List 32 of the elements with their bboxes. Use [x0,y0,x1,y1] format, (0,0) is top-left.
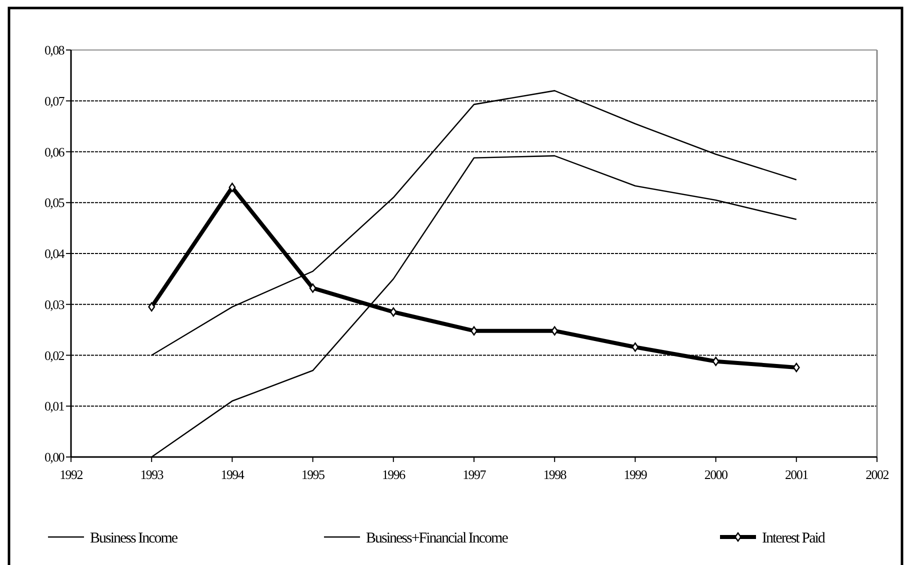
point [228,182,236,192]
point [390,307,397,317]
y-tick-label: 0,03 [44,296,64,312]
x-tick-label: 1998 [543,467,566,482]
point [792,362,800,372]
y-tick-label: 0,08 [44,42,64,58]
y-tick-label: 0,04 [44,246,66,262]
legend-label: Interest Paid [762,530,826,546]
y-tick-label: 0,06 [44,144,66,160]
y-tick-label: 0,07 [44,93,66,108]
x-tick-label: 2002 [866,467,889,482]
x-tick-label: 1996 [382,467,406,482]
point [632,342,639,352]
x-tick-label: 2000 [704,467,728,482]
y-tick-label: 0,05 [44,195,64,210]
x-tick-label: 1999 [624,467,647,482]
x-tick-label: 1992 [60,467,83,482]
point [148,302,156,312]
x-tick-label: 1997 [462,467,487,482]
x-tick-label: 1993 [140,467,164,482]
x-tick-label: 1995 [301,467,324,482]
x-tick-label: 1994 [220,467,245,482]
y-tick-label: 0,00 [44,450,64,465]
y-tick-label: 0,02 [44,348,64,363]
x-tick-label: 2001 [784,467,808,482]
point [551,326,558,336]
y-tick-label: 0,01 [44,398,64,414]
point [470,326,478,336]
point [309,283,316,293]
point [712,356,720,366]
legend-label: Business+Financial Income [366,530,509,546]
legend-label: Business Income [90,530,178,546]
